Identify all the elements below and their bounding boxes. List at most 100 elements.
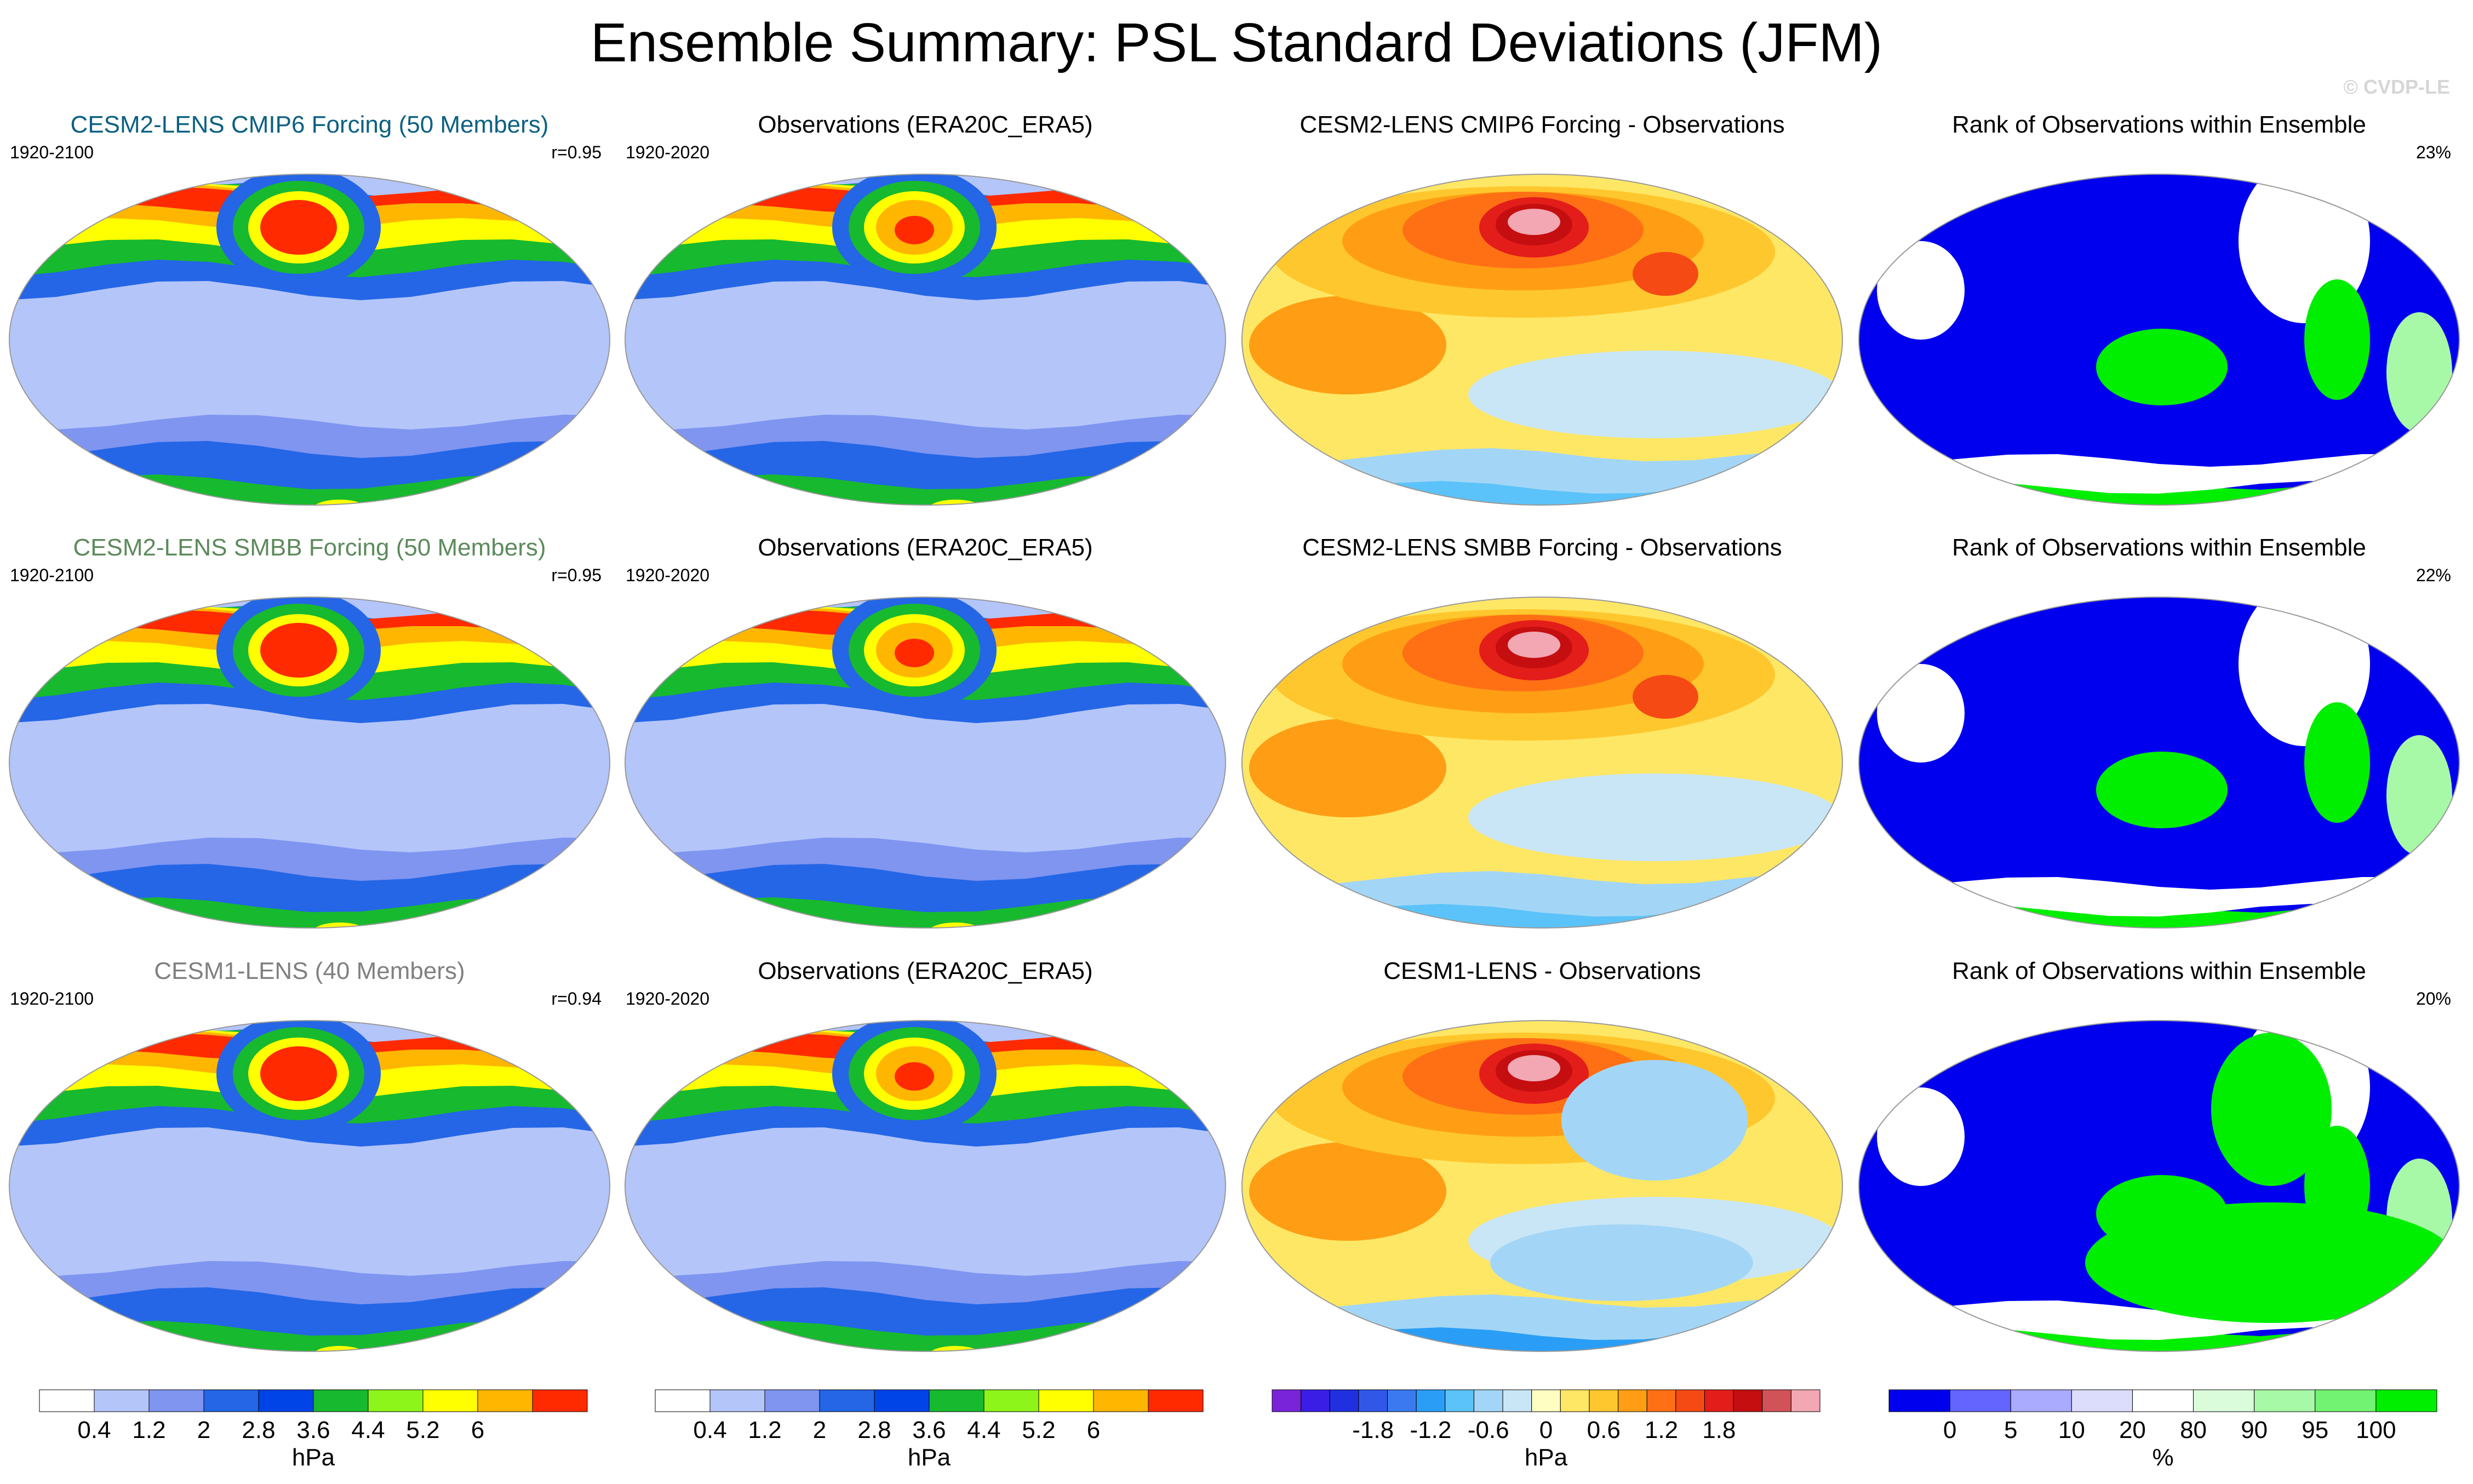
colorbar-swatch (2315, 1389, 2377, 1412)
panel-title: CESM2-LENS CMIP6 Forcing - Observations (1300, 111, 1785, 138)
colorbar-swatch (203, 1389, 259, 1412)
panel-title: Observations (ERA20C_ERA5) (758, 534, 1093, 561)
colorbar-swatch (1790, 1389, 1821, 1412)
map-panel: Observations (ERA20C_ERA5) 1920-2020 (621, 956, 1229, 1372)
colorbar-swatch (929, 1389, 984, 1412)
panel-period: 1920-2100 (10, 565, 94, 585)
panel-title: Observations (ERA20C_ERA5) (758, 958, 1093, 984)
colorbar-swatch (1329, 1389, 1359, 1412)
colorbar-tick-label: 0.6 (1587, 1417, 1621, 1443)
map-panel: Rank of Observations within Ensemble 23% (1855, 110, 2463, 526)
colorbar-swatch (1888, 1389, 1950, 1412)
colorbar-swatch (1416, 1389, 1446, 1412)
panel-title: Rank of Observations within Ensemble (1952, 958, 2366, 984)
colorbar-tick-label: 10 (2058, 1417, 2085, 1443)
map-panel: CESM2-LENS CMIP6 Forcing (50 Members) 192… (5, 110, 614, 526)
colorbar-swatch (1387, 1389, 1417, 1412)
colorbar-2-svg: 0.4 1.2 2 2.8 3.6 4.4 5.2 6 hPa (655, 1389, 1204, 1471)
map-outline (9, 597, 610, 929)
map-image (9, 1020, 610, 1352)
colorbar-tick-label: 2.8 (857, 1417, 891, 1443)
colorbar-tick-label: 20 (2119, 1417, 2146, 1443)
colorbar-swatch (1560, 1389, 1590, 1412)
map-outline (1241, 174, 1843, 506)
panel-stat: r=0.94 (551, 989, 602, 1009)
panel-stat: 22% (2415, 565, 2451, 585)
map-outline (1858, 597, 2460, 929)
map-outline (9, 1020, 610, 1352)
panel-period: 1920-2020 (626, 989, 710, 1009)
colorbar-tick-label: -1.8 (1352, 1417, 1394, 1443)
colorbar-swatch (1473, 1389, 1503, 1412)
colorbar-tick-label: 4.4 (967, 1417, 1000, 1443)
colorbar-swatch (2193, 1389, 2255, 1412)
colorbar-swatch (983, 1389, 1039, 1412)
panel-title: Rank of Observations within Ensemble (1952, 111, 2366, 138)
colorbar-swatch (148, 1389, 204, 1412)
colorbar-swatch (1646, 1389, 1676, 1412)
colorbar-4: 0 5 10 20 80 90 95 100% (1888, 1389, 2438, 1482)
colorbar-swatch (1949, 1389, 2011, 1412)
colorbar-tick-label: 2 (197, 1417, 210, 1443)
map-panel: Rank of Observations within Ensemble 22% (1855, 532, 2463, 949)
panel-period: 1920-2100 (10, 142, 94, 162)
map-panel: Observations (ERA20C_ERA5) 1920-2020 (621, 110, 1229, 526)
colorbar-swatch (1148, 1389, 1204, 1412)
colorbar-tick-label: -1.2 (1410, 1417, 1452, 1443)
colorbar-tick-label: 0.4 (693, 1417, 726, 1443)
colorbar-swatch (709, 1389, 765, 1412)
panel-title: Observations (ERA20C_ERA5) (758, 111, 1093, 138)
map-outline (1241, 597, 1843, 929)
colorbar-4-svg: 0 5 10 20 80 90 95 100% (1888, 1389, 2437, 1471)
map-panel: Rank of Observations within Ensemble 20% (1855, 956, 2463, 1372)
colorbar-unit: hPa (292, 1444, 335, 1471)
colorbar-unit: hPa (908, 1444, 951, 1471)
colorbar-tick-label: -0.6 (1468, 1417, 1509, 1443)
map-outline (9, 174, 610, 506)
colorbar-unit: % (2152, 1444, 2173, 1471)
map-panel: Observations (ERA20C_ERA5) 1920-2020 (621, 532, 1229, 949)
panel-stat: 20% (2415, 989, 2451, 1009)
colorbar-tick-label: 1.2 (1645, 1417, 1678, 1443)
colorbar-swatch (655, 1389, 711, 1412)
colorbar-tick-label: 0.4 (77, 1417, 111, 1443)
colorbar-swatch (422, 1389, 478, 1412)
panel-title: CESM2-LENS SMBB Forcing (50 Members) (73, 534, 546, 561)
colorbar-tick-label: 5 (2004, 1417, 2017, 1443)
colorbar-swatch (39, 1389, 95, 1412)
panel-title: CESM1-LENS - Observations (1383, 958, 1701, 984)
colorbar-swatch (1704, 1389, 1734, 1412)
colorbar-swatch (94, 1389, 150, 1412)
colorbar-tick-label: 3.6 (912, 1417, 946, 1443)
panel-stat: r=0.95 (551, 565, 602, 585)
colorbar-swatch (1531, 1389, 1561, 1412)
map-image (1858, 597, 2460, 929)
colorbar-swatch (1038, 1389, 1094, 1412)
map-image (1858, 174, 2460, 506)
map-outline (625, 597, 1226, 929)
colorbar-swatch (1618, 1389, 1647, 1412)
colorbar-tick-label: 4.4 (351, 1417, 385, 1443)
main-title: Ensemble Summary: PSL Standard Deviation… (590, 12, 1883, 73)
colorbar-tick-label: 5.2 (406, 1417, 439, 1443)
panel-stat: r=0.95 (551, 142, 602, 162)
colorbar-3-svg: -1.8 -1.2 -0.6 0 0.6 1.2 1.8 hPa (1272, 1389, 1821, 1471)
map-image (625, 174, 1226, 506)
colorbar-3: -1.8 -1.2 -0.6 0 0.6 1.2 1.8 hPa (1271, 1389, 1821, 1482)
colorbar-swatch (1675, 1389, 1705, 1412)
colorbar-unit: hPa (1525, 1444, 1568, 1471)
map-image (1241, 174, 1843, 506)
colorbar-swatch (2010, 1389, 2072, 1412)
colorbar-swatch (1093, 1389, 1149, 1412)
map-outline (625, 1020, 1226, 1352)
colorbar-swatch (368, 1389, 423, 1412)
colorbar-tick-label: 1.2 (132, 1417, 165, 1443)
map-image (625, 1020, 1226, 1352)
colorbar-tick-label: 80 (2180, 1417, 2207, 1443)
colorbar-tick-label: 5.2 (1022, 1417, 1055, 1443)
colorbar-swatch (819, 1389, 875, 1412)
map-panel: CESM2-LENS SMBB Forcing - Observations (1238, 532, 1846, 949)
map-panel: CESM2-LENS SMBB Forcing (50 Members) 1920… (5, 532, 614, 949)
map-outline (1858, 1020, 2460, 1352)
map-image (9, 174, 610, 506)
